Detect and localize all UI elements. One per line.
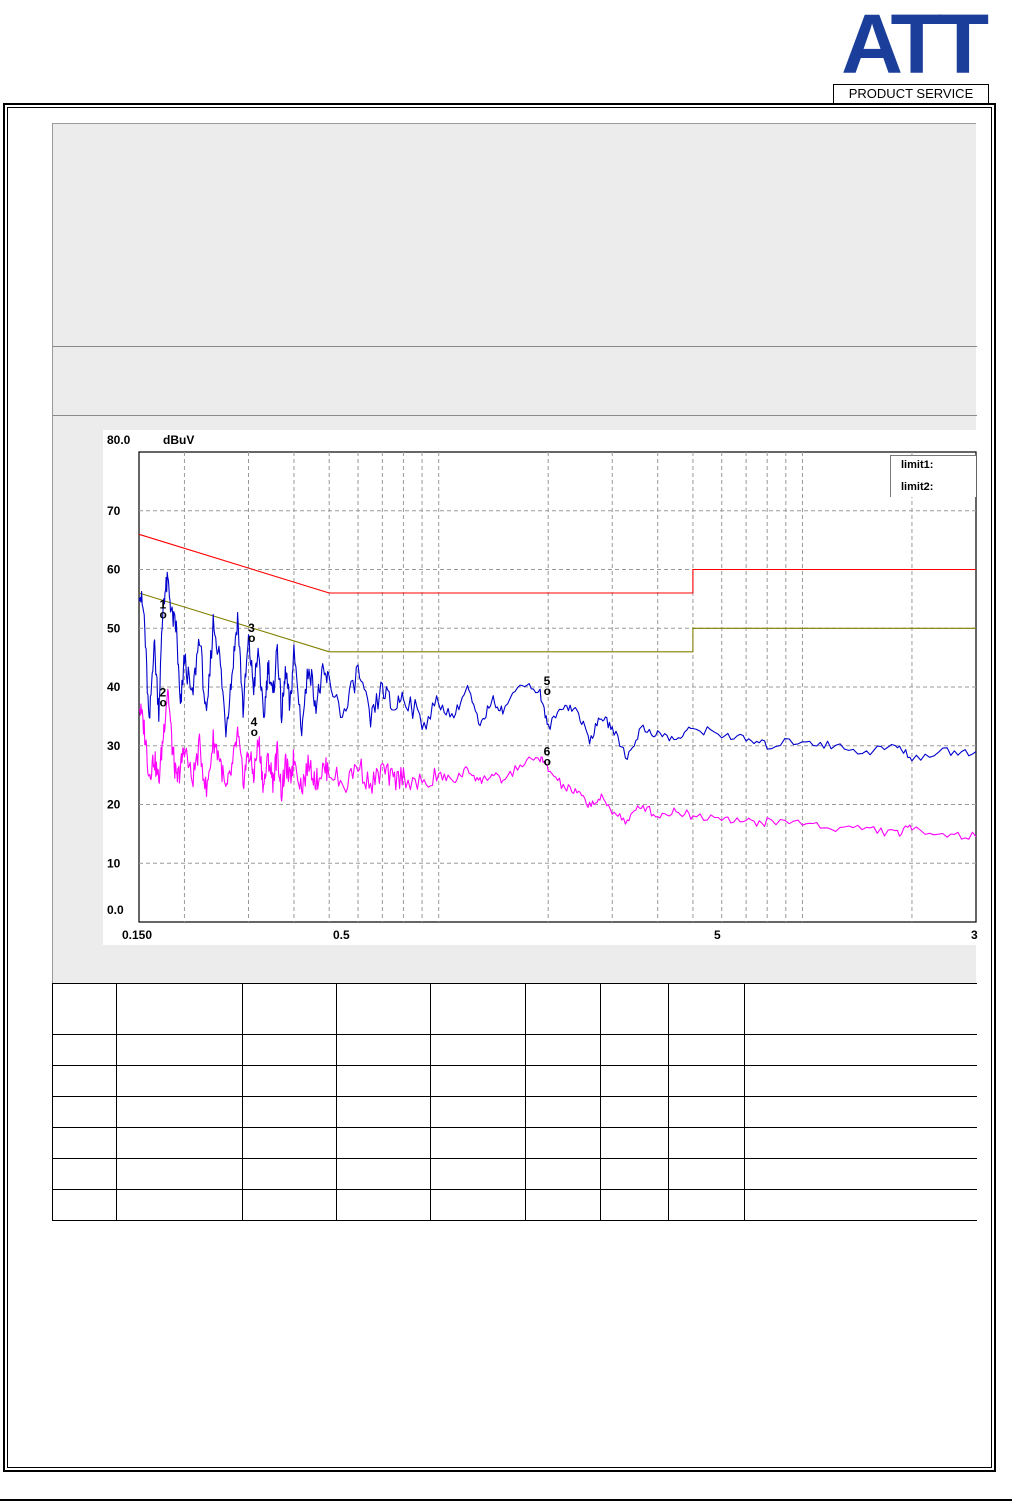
att-logo: ATT PRODUCT SERVICE: [833, 0, 991, 104]
table-header-cell: [242, 983, 337, 1035]
table-header-cell: [52, 983, 117, 1035]
table-row: [52, 1096, 977, 1128]
table-row: [52, 1034, 977, 1066]
table-row: [52, 1065, 977, 1097]
table-header-cell: [116, 983, 243, 1035]
table-header-cell: [744, 983, 977, 1035]
logo-subtitle: PRODUCT SERVICE: [833, 84, 989, 104]
table-row: [52, 1127, 977, 1159]
table-row: [52, 1158, 977, 1190]
table-header-cell: [336, 983, 431, 1035]
panel-divider: [53, 415, 977, 416]
table-header-cell: [430, 983, 526, 1035]
page-frame-outer: [3, 103, 996, 1472]
page-frame-inner: [7, 107, 992, 1468]
chart-background: [103, 430, 976, 945]
results-table: [52, 983, 977, 1221]
logo-mark: ATT: [841, 0, 989, 91]
table-header-row: [52, 983, 977, 1035]
table-row: [52, 1189, 977, 1221]
panel-divider: [53, 346, 977, 347]
legend-entry-limit1: limit1:: [901, 459, 934, 471]
table-header-cell: [668, 983, 745, 1035]
table-header-cell: [600, 983, 669, 1035]
chart-legend: limit1: limit2:: [890, 455, 976, 497]
footer-rule: [0, 1499, 1012, 1501]
table-header-cell: [525, 983, 601, 1035]
legend-entry-limit2: limit2:: [901, 481, 934, 493]
